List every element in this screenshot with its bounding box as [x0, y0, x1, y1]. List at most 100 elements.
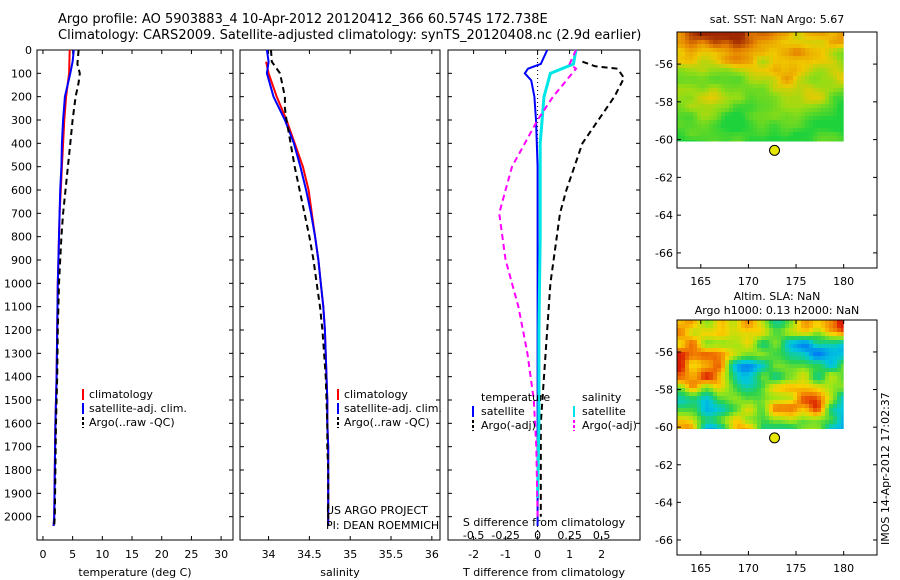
map-cell: [825, 120, 829, 124]
map-cell: [829, 68, 833, 72]
map-cell: [801, 92, 805, 96]
map-cell: [693, 372, 697, 376]
x-tick-label: 165: [690, 562, 711, 575]
map-cell: [717, 64, 721, 68]
map-cell: [813, 384, 817, 388]
map-cell: [765, 116, 769, 120]
map-cell: [705, 396, 709, 400]
map-cell: [749, 380, 753, 384]
map-cell: [685, 344, 689, 348]
map-cell: [717, 132, 721, 136]
map-cell: [785, 56, 789, 60]
map-cell: [729, 92, 733, 96]
map-cell: [821, 60, 825, 64]
map-cell: [737, 420, 741, 424]
map-cell: [709, 124, 713, 128]
map-cell: [817, 416, 821, 420]
map-cell: [837, 100, 841, 104]
map-cell: [837, 388, 841, 392]
map-cell: [709, 388, 713, 392]
map-cell: [829, 328, 833, 332]
map-cell: [733, 360, 737, 364]
map-cell: [737, 376, 741, 380]
x-tick-label: 175: [786, 275, 807, 288]
map-cell: [789, 336, 793, 340]
map-cell: [741, 408, 745, 412]
map-cell: [705, 368, 709, 372]
map-cell: [793, 396, 797, 400]
map-cell: [825, 68, 829, 72]
map-cell: [793, 320, 797, 324]
map-cell: [817, 348, 821, 352]
map-cell: [745, 340, 749, 344]
map-cell: [805, 104, 809, 108]
map-cell: [821, 416, 825, 420]
map-cell: [689, 320, 693, 324]
map-cell: [729, 384, 733, 388]
map-cell: [817, 68, 821, 72]
map-cell: [797, 356, 801, 360]
map-cell: [837, 108, 841, 112]
map-cell: [681, 140, 685, 142]
map-cell: [821, 372, 825, 376]
map-cell: [769, 412, 773, 416]
map-cell: [757, 140, 761, 142]
map-cell: [757, 68, 761, 72]
map-cell: [761, 124, 765, 128]
map-cell: [717, 324, 721, 328]
map-cell: [809, 396, 813, 400]
map-cell: [765, 96, 769, 100]
map-cell: [701, 124, 705, 128]
map-cell: [797, 104, 801, 108]
map-cell: [841, 368, 844, 372]
map-cell: [829, 388, 833, 392]
map-cell: [769, 420, 773, 424]
map-cell: [689, 384, 693, 388]
map-cell: [805, 344, 809, 348]
map-cell: [813, 408, 817, 412]
map-cell: [757, 32, 761, 36]
map-cell: [729, 100, 733, 104]
map-cell: [769, 132, 773, 136]
map-cell: [793, 60, 797, 64]
map-cell: [797, 396, 801, 400]
map-cell: [757, 56, 761, 60]
map-cell: [689, 396, 693, 400]
map-cell: [761, 368, 765, 372]
map-cell: [797, 360, 801, 364]
map-cell: [785, 140, 789, 142]
map-cell: [717, 128, 721, 132]
map-cell: [689, 324, 693, 328]
map-cell: [677, 60, 681, 64]
map-cell: [693, 424, 697, 428]
map-cell: [801, 68, 805, 72]
map-cell: [737, 112, 741, 116]
map-cell: [769, 76, 773, 80]
map-cell: [797, 324, 801, 328]
map-cell: [813, 76, 817, 80]
map-cell: [841, 376, 844, 380]
map-cell: [793, 336, 797, 340]
map-cell: [805, 120, 809, 124]
map-cell: [757, 48, 761, 52]
map-cell: [773, 80, 777, 84]
map-cell: [677, 32, 681, 36]
map-cell: [753, 52, 757, 56]
map-cell: [821, 104, 825, 108]
map-cell: [749, 360, 753, 364]
map-cell: [717, 92, 721, 96]
map-cell: [833, 328, 837, 332]
map-cell: [757, 320, 761, 324]
map-cell: [761, 388, 765, 392]
map-cell: [821, 64, 825, 68]
map-cell: [761, 132, 765, 136]
map-cell: [773, 36, 777, 40]
map-cell: [789, 328, 793, 332]
map-cell: [825, 116, 829, 120]
s-axis-label: S difference from climatology: [463, 516, 626, 529]
map-cell: [737, 56, 741, 60]
map-cell: [761, 136, 765, 140]
x-tick-label: 170: [738, 275, 759, 288]
map-cell: [721, 84, 725, 88]
